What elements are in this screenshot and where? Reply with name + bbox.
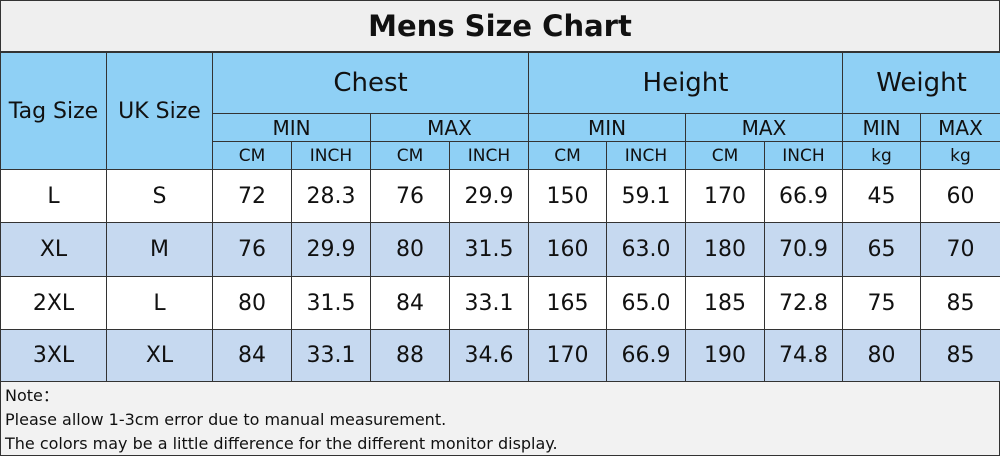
table-cell: S [106, 169, 213, 223]
table-cell: 76 [212, 222, 292, 277]
unit-header: CM [685, 141, 765, 170]
table-cell: 70.9 [764, 222, 843, 277]
table-cell: 60 [920, 169, 1000, 223]
table-cell: 75 [842, 276, 921, 330]
table-cell: 70 [920, 222, 1000, 277]
table-cell: 33.1 [291, 329, 371, 382]
table-cell: 80 [370, 222, 450, 277]
sub-header: MIN [212, 113, 371, 142]
unit-header: kg [920, 141, 1000, 170]
table-cell: 66.9 [764, 169, 843, 223]
unit-header: CM [528, 141, 607, 170]
table-cell: 80 [842, 329, 921, 382]
table-cell: 88 [370, 329, 450, 382]
table-cell: 59.1 [606, 169, 686, 223]
table-cell: 170 [685, 169, 765, 223]
table-cell: 65.0 [606, 276, 686, 330]
table-cell: 180 [685, 222, 765, 277]
table-cell: 165 [528, 276, 607, 330]
group-header: Chest [212, 52, 529, 114]
unit-header: INCH [449, 141, 529, 170]
table-cell: L [0, 169, 107, 223]
note-line: Please allow 1-3cm error due to manual m… [5, 410, 447, 429]
table-cell: 31.5 [291, 276, 371, 330]
sub-header: MAX [685, 113, 843, 142]
table-cell: 33.1 [449, 276, 529, 330]
group-header: Weight [842, 52, 1000, 114]
note-line: The colors may be a little difference fo… [5, 434, 558, 453]
sub-header: MIN [842, 113, 921, 142]
table-cell: 34.6 [449, 329, 529, 382]
unit-header: INCH [764, 141, 843, 170]
table-cell: M [106, 222, 213, 277]
table-cell: XL [0, 222, 107, 277]
group-header: Height [528, 52, 843, 114]
table-cell: 80 [212, 276, 292, 330]
table-cell: 2XL [0, 276, 107, 330]
table-cell: L [106, 276, 213, 330]
sub-header: MAX [920, 113, 1000, 142]
table-cell: 85 [920, 276, 1000, 330]
unit-header: INCH [606, 141, 686, 170]
table-cell: 85 [920, 329, 1000, 382]
table-cell: 72.8 [764, 276, 843, 330]
table-cell: 160 [528, 222, 607, 277]
header-cell: Tag Size [0, 52, 107, 170]
table-cell: 170 [528, 329, 607, 382]
title: Mens Size Chart [0, 0, 1000, 52]
unit-header: CM [212, 141, 292, 170]
table-cell: 66.9 [606, 329, 686, 382]
table-cell: 185 [685, 276, 765, 330]
table-cell: 63.0 [606, 222, 686, 277]
table-cell: 190 [685, 329, 765, 382]
table-cell: 28.3 [291, 169, 371, 223]
table-cell: XL [106, 329, 213, 382]
table-cell: 84 [212, 329, 292, 382]
table-cell: 84 [370, 276, 450, 330]
unit-header: INCH [291, 141, 371, 170]
table-cell: 3XL [0, 329, 107, 382]
sub-header: MIN [528, 113, 686, 142]
table-cell: 31.5 [449, 222, 529, 277]
table-cell: 76 [370, 169, 450, 223]
note-label: Note： [5, 386, 59, 405]
sub-header: MAX [370, 113, 529, 142]
table-cell: 29.9 [291, 222, 371, 277]
table-cell: 150 [528, 169, 607, 223]
table-cell: 74.8 [764, 329, 843, 382]
unit-header: CM [370, 141, 450, 170]
table-cell: 29.9 [449, 169, 529, 223]
note: Note： Please allow 1-3cm error due to ma… [0, 381, 1000, 456]
table-cell: 65 [842, 222, 921, 277]
unit-header: kg [842, 141, 921, 170]
table-cell: 45 [842, 169, 921, 223]
header-cell: UK Size [106, 52, 213, 170]
table-cell: 72 [212, 169, 292, 223]
